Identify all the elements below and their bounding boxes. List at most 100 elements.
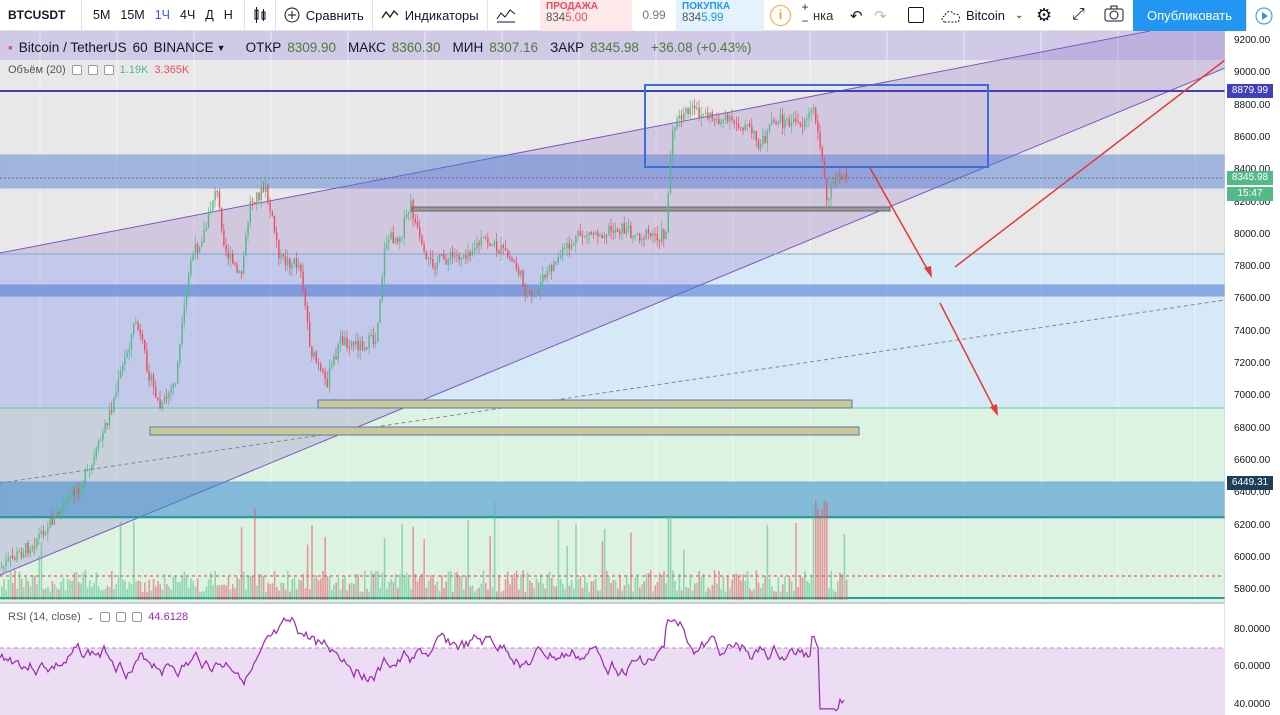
candle-body — [53, 514, 56, 525]
symbol-search[interactable]: BTCUSDT — [0, 0, 82, 31]
settings-button[interactable]: ⚙ — [1036, 5, 1053, 25]
volume-bar — [478, 587, 480, 600]
alert-bitcoin-button[interactable]: Bitcoin ⌄ — [940, 0, 1023, 31]
volume-bar — [694, 583, 696, 600]
candle-body — [806, 118, 808, 121]
templates-button[interactable] — [488, 0, 524, 31]
volume-bar — [702, 573, 705, 600]
gear-icon[interactable] — [87, 65, 98, 75]
candle-body — [535, 290, 537, 294]
sell-box[interactable]: ПРОДАЖА 8345.00 — [540, 0, 632, 31]
volume-bar — [423, 539, 425, 600]
volume-bar — [566, 545, 568, 600]
volume-bar — [535, 578, 538, 600]
eye-icon[interactable] — [71, 65, 82, 75]
candle-body — [674, 127, 676, 131]
candle-body — [533, 293, 535, 295]
volume-bar — [262, 575, 265, 600]
candle-body — [700, 115, 702, 118]
fullscreen-toggle[interactable] — [908, 7, 924, 23]
chevron-down-icon[interactable]: ⌄ — [86, 611, 95, 622]
volume-bar — [18, 571, 21, 600]
volume-bar — [808, 582, 810, 600]
volume-bar — [663, 571, 665, 600]
volume-bar — [518, 589, 520, 600]
chart-type-button[interactable] — [245, 0, 276, 31]
interval-group: 5M 15M 1Ч 4Ч Д Н — [82, 0, 245, 31]
volume-bar — [526, 572, 529, 600]
volume-bar — [777, 577, 780, 600]
candle-body — [562, 247, 564, 257]
close-icon[interactable] — [132, 612, 143, 622]
volume-bar — [727, 576, 729, 600]
low-line-tag: 6449.31 — [1227, 476, 1273, 490]
candle-body — [504, 248, 507, 251]
volume-bar — [260, 574, 263, 600]
price-axis[interactable] — [1225, 31, 1280, 715]
candle-body — [608, 226, 610, 236]
candle-body — [383, 248, 386, 278]
projection-arrows[interactable] — [869, 59, 1226, 416]
volume-bar — [339, 590, 342, 600]
candle-body — [744, 124, 746, 131]
candle-body — [210, 210, 212, 212]
price-chart[interactable] — [0, 31, 1280, 715]
candle-body — [78, 488, 80, 493]
interval-15m[interactable]: 15M — [120, 8, 145, 22]
snapshot-button[interactable] — [1104, 5, 1124, 28]
volume-bar — [441, 575, 443, 600]
candle-body — [810, 110, 812, 113]
candle-body — [548, 265, 551, 271]
volume-bar — [586, 582, 588, 600]
volume-bar — [247, 576, 249, 600]
redo-button[interactable]: ↷ — [874, 8, 887, 25]
volume-bar — [487, 589, 489, 600]
zoom-out-button[interactable]: − — [801, 14, 809, 28]
candle-body — [397, 238, 399, 243]
interval-1h[interactable]: 1Ч — [154, 8, 170, 22]
interval-4h[interactable]: 4Ч — [180, 8, 196, 22]
candle-body — [293, 258, 295, 264]
candle-body — [177, 362, 179, 384]
gear-icon[interactable] — [116, 612, 127, 622]
volume-bar — [603, 528, 606, 600]
candle-body — [599, 235, 601, 237]
candle-body — [278, 239, 280, 259]
volume-bar — [553, 585, 555, 600]
volume-bar — [375, 571, 377, 600]
buy-box[interactable]: ПОКУПКА 8345.99 — [676, 0, 764, 31]
candle-body — [509, 256, 511, 259]
zoom-in-button[interactable]: + — [801, 0, 809, 14]
volume-bar — [568, 585, 571, 600]
candle-body — [654, 233, 656, 235]
volume-bar — [434, 584, 436, 600]
interval-5m[interactable]: 5M — [93, 8, 111, 22]
volume-bar — [843, 534, 846, 600]
candle-body — [273, 215, 276, 233]
interval-day[interactable]: Д — [205, 8, 214, 22]
candle-body — [414, 218, 416, 223]
interval-week[interactable]: Н — [223, 8, 233, 22]
volume-bar — [342, 578, 344, 600]
publish-button[interactable]: Опубликовать — [1133, 0, 1246, 31]
volume-bar — [454, 572, 456, 600]
volume-bar — [834, 591, 837, 600]
candle-body — [18, 551, 20, 553]
compare-button[interactable]: Сравнить — [276, 0, 373, 31]
volume-bar — [69, 580, 71, 600]
volume-bar — [201, 591, 203, 600]
chevron-down-icon[interactable]: ▼ — [216, 42, 226, 53]
price-axis-tick: 7400.00 — [1234, 325, 1271, 337]
candle-body — [689, 107, 691, 115]
expand-button[interactable]: ⤢ — [1072, 6, 1085, 23]
close-icon[interactable] — [103, 65, 114, 75]
eye-icon[interactable] — [100, 612, 111, 622]
candle-body — [133, 323, 135, 335]
indicators-button[interactable]: Индикаторы — [373, 0, 488, 31]
info-icon[interactable]: i — [770, 5, 791, 26]
volume-bar — [427, 580, 430, 600]
candle-body — [104, 422, 106, 433]
replay-button[interactable] — [1246, 0, 1280, 31]
volume-bar — [357, 574, 359, 600]
undo-button[interactable]: ↶ — [850, 8, 863, 25]
